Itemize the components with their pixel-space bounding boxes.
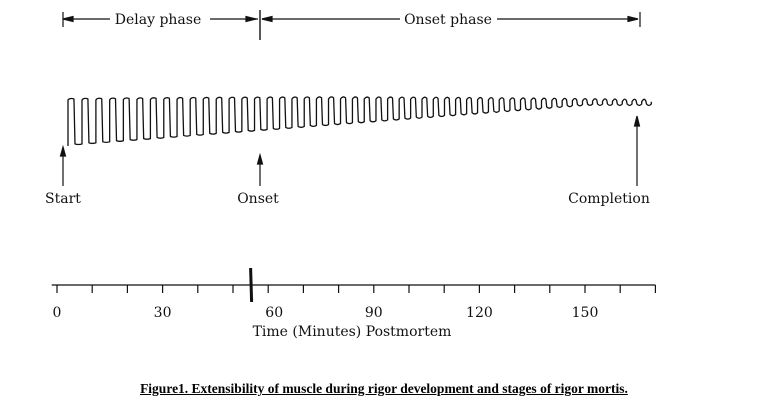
time-axis [51,267,657,303]
onset-phase-label: Onset phase [404,12,492,28]
onset-label: Onset [237,191,279,207]
delay-phase-label: Delay phase [115,12,202,28]
tick-label: 150 [572,305,599,321]
extensibility-trace [67,96,652,146]
arrow-left-icon [62,15,74,23]
completion-arrow-icon [633,115,641,186]
tick-label: 120 [466,305,493,321]
arrow-right-icon [245,15,257,23]
onset-arrow-icon [256,152,264,186]
tick-label: 30 [154,305,172,321]
arrow-right-icon [627,15,639,23]
axis-title: Time (Minutes) Postmortem [253,324,452,340]
start-arrow-icon [59,144,67,186]
figure-caption: Figure1. Extensibility of muscle during … [140,381,628,396]
completion-label: Completion [568,191,650,207]
tick-label: 60 [265,305,283,321]
phase-bar [62,10,641,40]
tick-label: 0 [53,305,62,321]
onset-mark [249,267,254,303]
tick-label: 90 [365,305,383,321]
start-label: Start [45,191,81,207]
